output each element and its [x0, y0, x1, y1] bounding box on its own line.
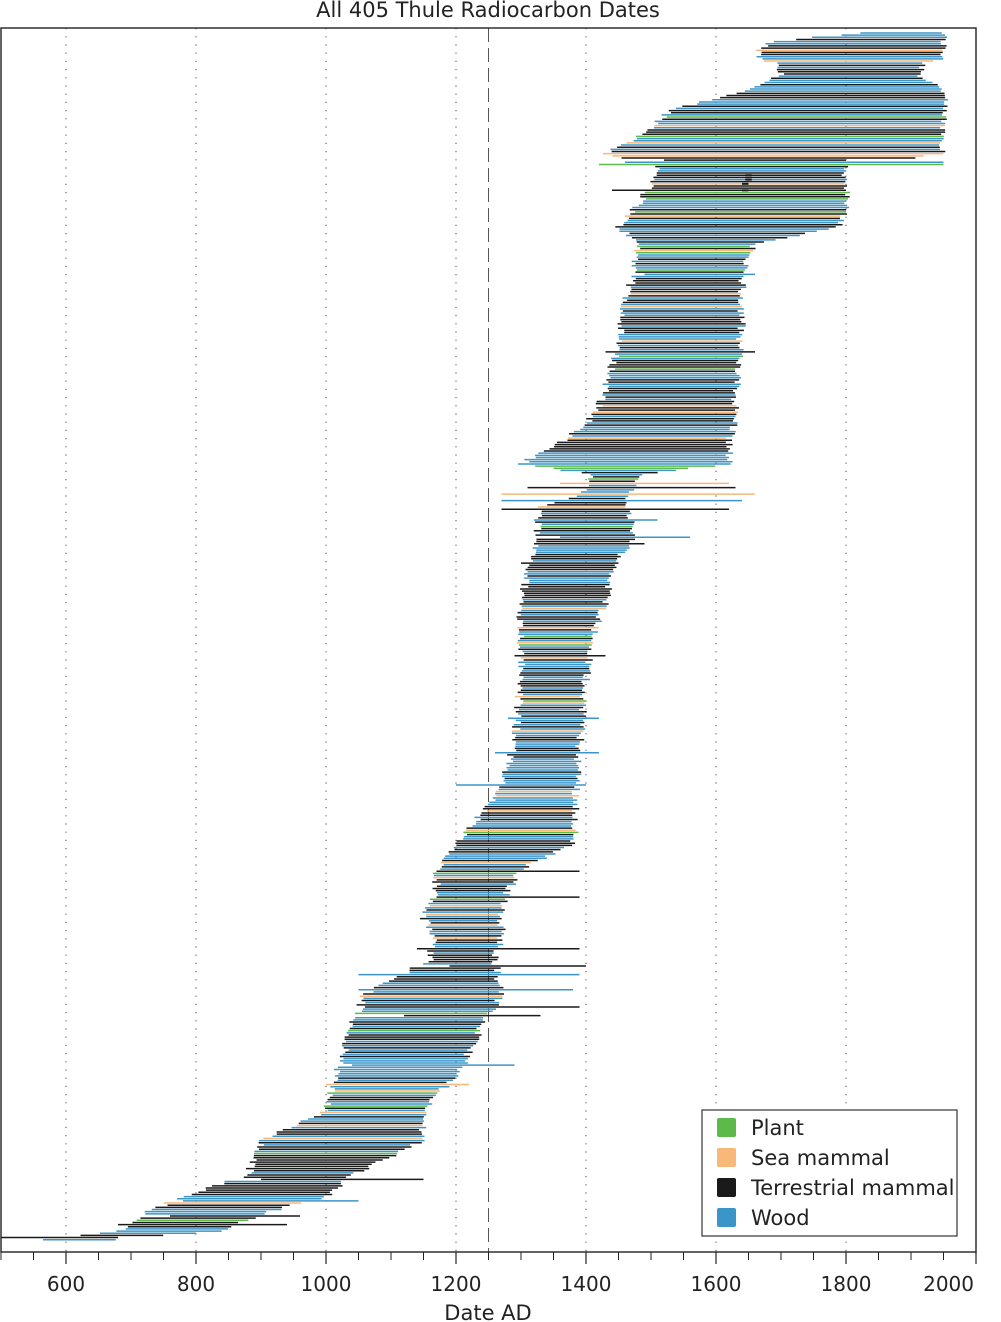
legend-label-2: Terrestrial mammal	[750, 1176, 955, 1200]
legend-label-1: Sea mammal	[751, 1146, 890, 1170]
legend-box	[701, 1109, 958, 1237]
legend-swatch-3	[717, 1208, 736, 1227]
legend-swatch-0	[717, 1118, 736, 1137]
date-ranges	[1, 32, 949, 1241]
legend-swatch-1	[717, 1148, 736, 1167]
x-tick-label-600: 600	[47, 1272, 85, 1296]
x-tick-label-1400: 1400	[561, 1272, 612, 1296]
x-tick-label-1800: 1800	[821, 1272, 872, 1296]
chart-title: All 405 Thule Radiocarbon Dates	[316, 0, 660, 22]
x-tick-label-800: 800	[177, 1272, 215, 1296]
x-tick-label-1600: 1600	[691, 1272, 742, 1296]
x-tick-label-1000: 1000	[301, 1272, 352, 1296]
x-tick-label-2000: 2000	[923, 1272, 974, 1296]
legend-label-3: Wood	[751, 1206, 810, 1230]
x-axis: 600 800 1000 1200 1400 1600 1800 2000	[0, 1252, 977, 1296]
legend-swatch-2	[717, 1178, 736, 1197]
x-tick-label-1200: 1200	[431, 1272, 482, 1296]
x-axis-label: Date AD	[444, 1301, 531, 1322]
legend: Plant Sea mammal Terrestrial mammal Wood	[701, 1109, 958, 1237]
legend-label-0: Plant	[751, 1116, 804, 1140]
